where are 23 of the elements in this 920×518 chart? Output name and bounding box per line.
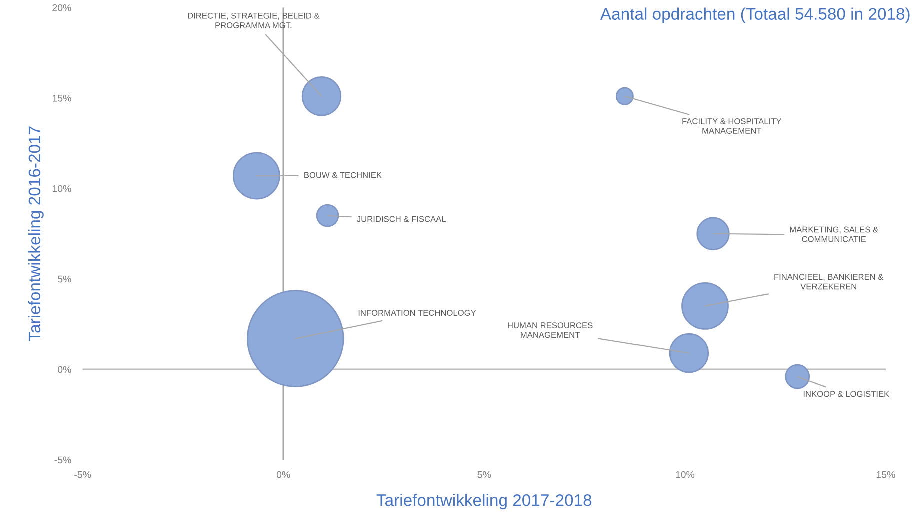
chart-title: Aantal opdrachten (Totaal 54.580 in 2018) [600,8,910,24]
y-tick-label: 0% [58,366,72,374]
annotation: MARKETING, SALES & COMMUNICATIE [790,226,878,242]
y-tick-label: 5% [58,276,72,283]
y-axis-title: Tariefontwikkeling 2016-2017 [28,126,44,342]
annotation: INKOOP & LOGISTIEK [804,391,890,398]
annotation: INFORMATION TECHNOLOGY [358,310,476,316]
x-tick-label: 15% [876,471,896,478]
y-tick-label: 20% [52,4,72,12]
x-tick-label: 0% [276,471,290,478]
annotation: HUMAN RESOURCES MANAGEMENT [508,322,593,338]
y-tick-label: -5% [54,456,72,464]
annotation: FINANCIEEL, BANKIEREN & VERZEKEREN [774,274,884,290]
annotation: FACILITY & HOSPITALITY MANAGEMENT [682,118,782,134]
y-tick-label: 10% [52,185,72,192]
annotation: DIRECTIE, STRATEGIE, BELEID & PROGRAMMA MGT. [188,12,320,28]
x-axis-title: Tariefontwikkeling 2017-2018 [376,494,592,510]
annotation: BOUW & TECHNIEK [304,172,382,178]
annotation: JURIDISCH & FISCAAL [357,216,446,222]
y-tick-label: 15% [52,94,72,102]
x-tick-label: 10% [676,471,695,478]
x-tick-label: 5% [478,471,492,478]
x-tick-label: -5% [74,471,92,478]
